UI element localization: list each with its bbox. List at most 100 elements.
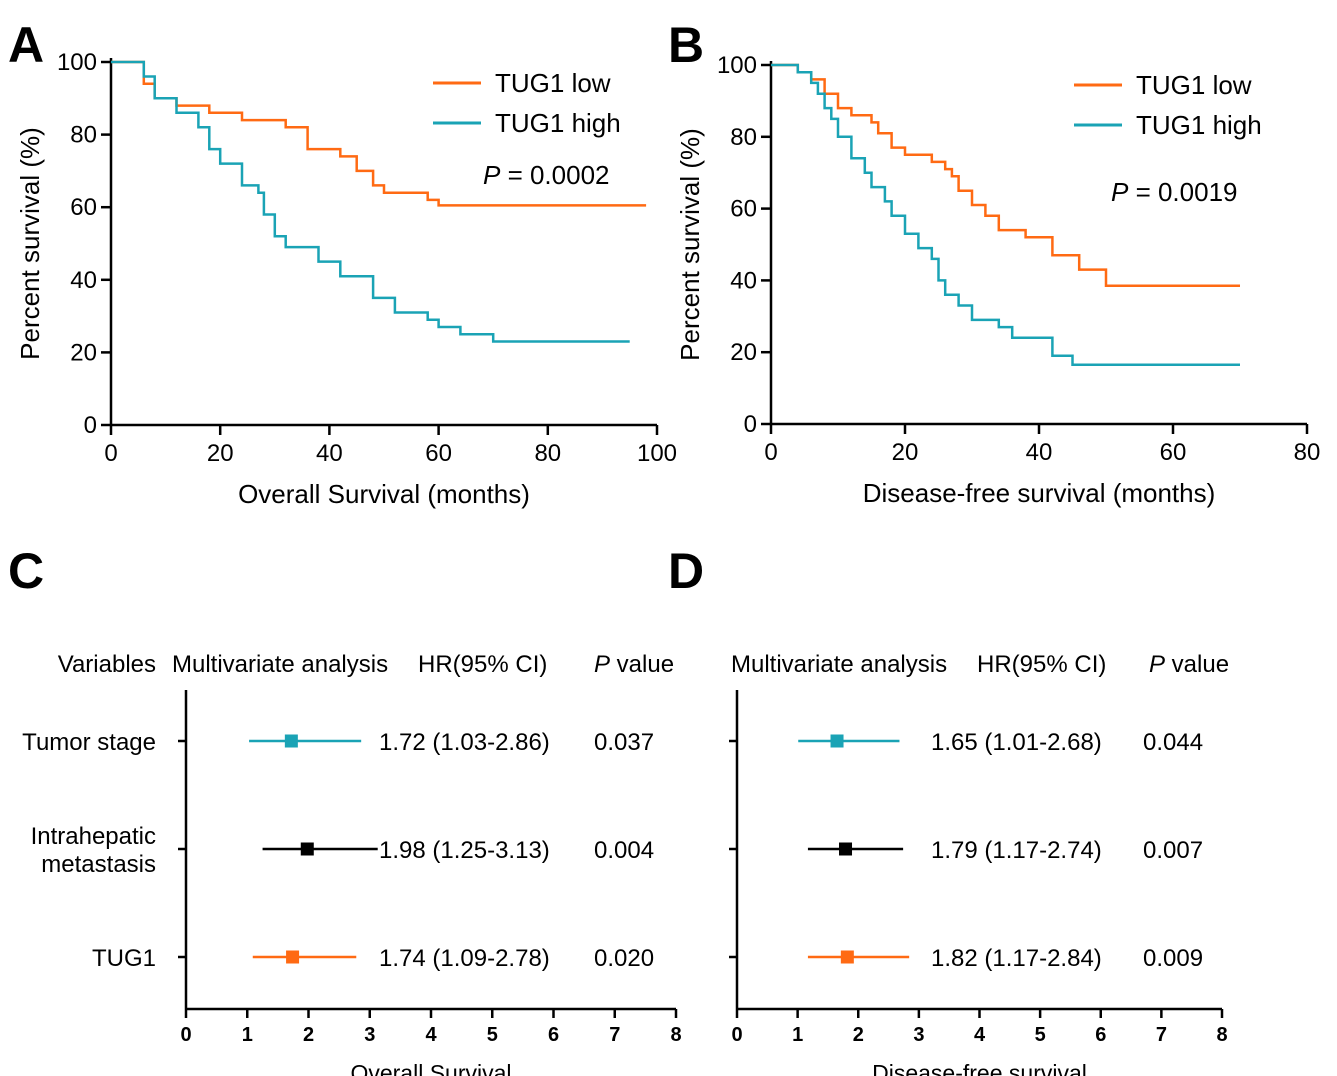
hr-marker: [286, 950, 300, 964]
header-p-italic: P: [1149, 651, 1165, 678]
forest-plot-overall: 0 1 2 3 4 5 6 7 8 Overall Survival Variables Multiv…: [22, 651, 681, 1076]
hr-value: 1.74 (1.09-2.78): [379, 945, 550, 972]
header-analysis: Multivariate analysis: [731, 651, 947, 678]
x-tick-label: 1: [242, 1024, 253, 1046]
x-tick-label: 2: [303, 1024, 314, 1046]
y-tick-label: 80: [70, 122, 97, 149]
x-tick-label: 6: [548, 1024, 559, 1046]
p-italic: P: [483, 160, 501, 190]
p-value-annotation: P = 0.0002: [483, 160, 610, 190]
series-line-tug1-low: [771, 63, 1240, 288]
x-tick-label: 80: [534, 440, 561, 467]
y-tick-label: 100: [717, 52, 757, 79]
hr-value: 1.65 (1.01-2.68): [931, 729, 1102, 756]
forest-plot-disease-free: 0 1 2 3 4 5 6 7 8 Disease-free survival Multivaria…: [729, 651, 1229, 1076]
x-tick-label: 20: [892, 439, 919, 466]
hr-marker: [300, 842, 314, 856]
legend-label: TUG1 high: [1136, 110, 1262, 140]
p-value: 0.007: [1143, 837, 1203, 864]
panel-letter-d: D: [668, 543, 704, 599]
header-p-rest: value: [1165, 651, 1229, 678]
header-variables: Variables: [58, 651, 156, 678]
y-tick-label: 0: [84, 412, 97, 439]
y-tick-label: 40: [730, 267, 757, 294]
header-hr: HR(95% CI): [977, 651, 1106, 678]
x-tick-label: 3: [913, 1024, 924, 1046]
header-analysis: Multivariate analysis: [172, 651, 388, 678]
header-p-italic: P: [594, 651, 610, 678]
x-tick-label: 1: [792, 1024, 803, 1046]
p-italic: P: [1111, 177, 1129, 207]
panel-letter-a: A: [8, 17, 44, 73]
x-tick-label: 60: [1160, 439, 1187, 466]
header-hr: HR(95% CI): [418, 651, 547, 678]
x-axis-label: Overall Survival (months): [238, 479, 530, 509]
p-value: 0.044: [1143, 729, 1203, 756]
x-tick-label: 5: [487, 1024, 498, 1046]
y-tick-label: 60: [70, 194, 97, 221]
p-value: 0.004: [594, 837, 654, 864]
x-tick-label: 0: [180, 1024, 191, 1046]
row-label: TUG1: [92, 945, 156, 972]
p-value: 0.020: [594, 945, 654, 972]
y-tick-label: 0: [744, 411, 757, 438]
hr-value: 1.72 (1.03-2.86): [379, 729, 550, 756]
x-tick-label: 0: [731, 1024, 742, 1046]
series-line-tug1-high: [111, 60, 630, 343]
panel-letter-c: C: [8, 543, 44, 599]
hr-value: 1.79 (1.17-2.74): [931, 837, 1102, 864]
hr-marker: [839, 842, 853, 856]
x-tick-label: 7: [1156, 1024, 1167, 1046]
panel-letter-b: B: [668, 17, 704, 73]
p-value-text: = 0.0019: [1128, 177, 1237, 207]
row-label: Tumor stage: [22, 729, 156, 756]
x-tick-label: 3: [364, 1024, 375, 1046]
x-tick-label: 0: [764, 439, 777, 466]
x-tick-label: 80: [1294, 439, 1321, 466]
x-axis-label: Disease-free survival: [872, 1060, 1087, 1076]
hr-marker: [284, 734, 298, 748]
row-label: metastasis: [41, 851, 156, 878]
y-tick-label: 40: [70, 267, 97, 294]
survival-plot-overall: 0 20 40 60 80 100 0 20 40 60 80 100 Overall Survival…: [15, 49, 677, 509]
y-tick-label: 60: [730, 196, 757, 223]
series-line-tug1-high: [771, 63, 1240, 367]
legend-label: TUG1 high: [495, 108, 621, 138]
x-tick-label: 4: [425, 1024, 437, 1046]
survival-plot-disease-free: 0 20 40 60 80 100 0 20 40 60 80 Disease-free surviv…: [675, 52, 1320, 508]
hr-value: 1.98 (1.25-3.13): [379, 837, 550, 864]
x-axis-label: Overall Survival: [350, 1060, 511, 1076]
x-tick-label: 60: [425, 440, 452, 467]
y-tick-label: 100: [57, 49, 97, 76]
y-axis-label: Percent survival (%): [15, 127, 45, 360]
legend-label: TUG1 low: [1136, 70, 1252, 100]
x-tick-label: 8: [670, 1024, 681, 1046]
hr-marker: [830, 734, 844, 748]
legend-label: TUG1 low: [495, 68, 611, 98]
y-axis-label: Percent survival (%): [675, 128, 705, 361]
p-value: 0.009: [1143, 945, 1203, 972]
y-tick-label: 80: [730, 124, 757, 151]
x-tick-label: 40: [316, 440, 343, 467]
x-tick-label: 40: [1026, 439, 1053, 466]
x-tick-label: 4: [974, 1024, 986, 1046]
x-tick-label: 100: [637, 440, 677, 467]
y-tick-label: 20: [70, 339, 97, 366]
p-value-annotation: P = 0.0019: [1111, 177, 1238, 207]
x-tick-label: 7: [609, 1024, 620, 1046]
x-tick-label: 8: [1216, 1024, 1227, 1046]
p-value: 0.037: [594, 729, 654, 756]
x-axis-label: Disease-free survival (months): [863, 478, 1216, 508]
hr-marker: [840, 950, 854, 964]
row-label: Intrahepatic: [31, 823, 156, 850]
hr-value: 1.82 (1.17-2.84): [931, 945, 1102, 972]
x-tick-label: 2: [853, 1024, 864, 1046]
x-tick-label: 5: [1035, 1024, 1046, 1046]
header-p-value: P value: [594, 651, 674, 678]
p-value-text: = 0.0002: [500, 160, 609, 190]
x-tick-label: 0: [104, 440, 117, 467]
x-tick-label: 20: [207, 440, 234, 467]
y-tick-label: 20: [730, 339, 757, 366]
header-p-value: P value: [1149, 651, 1229, 678]
